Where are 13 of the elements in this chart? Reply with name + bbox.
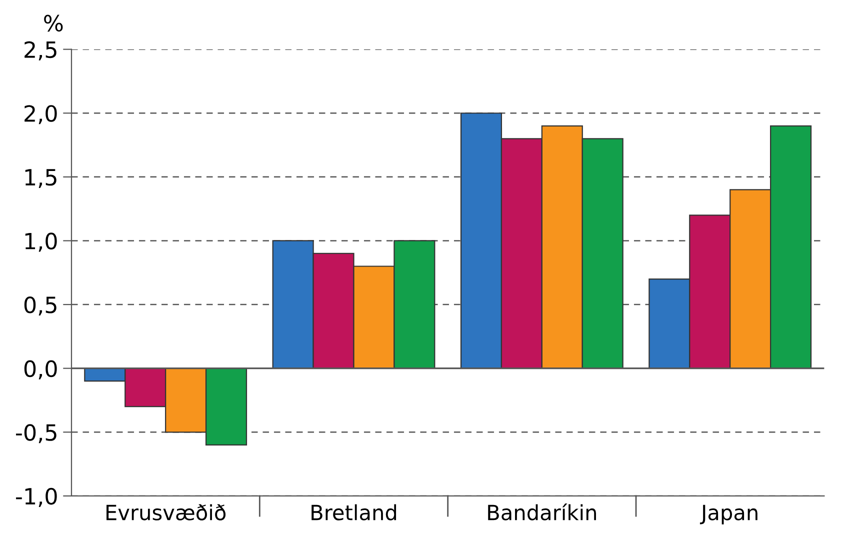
y-tick-label: 2,0: [24, 105, 57, 124]
y-axis-title: %: [44, 14, 63, 32]
y-tick-label: 1,0: [25, 232, 57, 252]
y-tick-label: 2,5: [24, 41, 56, 60]
y-tick-label: -1,0: [16, 488, 57, 507]
x-tick-label: Bandaríkin: [488, 503, 596, 520]
y-tick-label: -0,5: [16, 424, 56, 444]
x-tick-label: Evrusvæðið: [106, 504, 226, 520]
y-tick-label: 1,5: [25, 169, 56, 188]
x-tick-label: Japan: [700, 504, 758, 524]
y-tick-label: 0,0: [24, 360, 57, 380]
x-tick-label: Bretland: [312, 504, 396, 520]
y-tick-label: 0,5: [24, 296, 56, 316]
